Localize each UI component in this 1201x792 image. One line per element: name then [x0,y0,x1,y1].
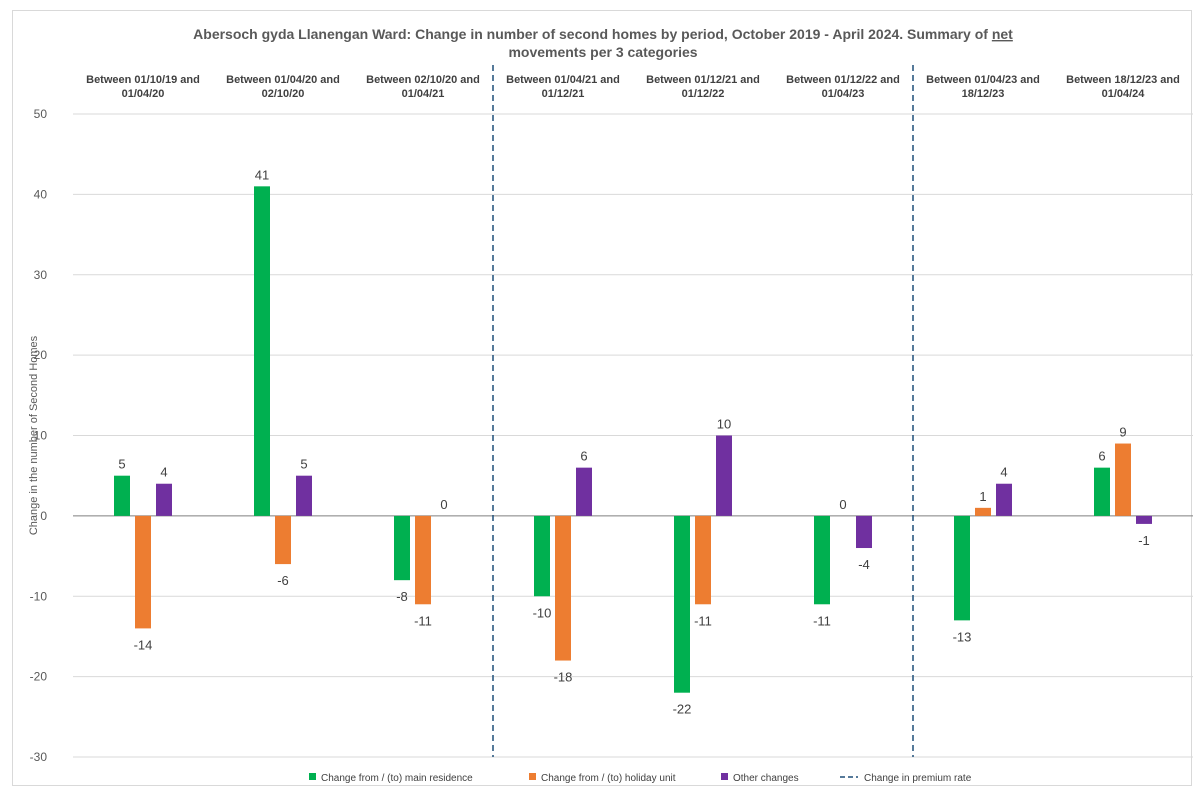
data-label: -11 [694,613,712,628]
y-tick-label: -20 [30,670,48,684]
y-tick-label: 20 [34,348,48,362]
bar [954,515,970,621]
category-label: Between 01/04/23 and [926,74,1040,86]
chart-title: Abersoch gyda Llanengan Ward: Change in … [193,26,1013,42]
bar [576,467,592,516]
bar [254,186,270,516]
category-label: 01/12/22 [682,88,725,100]
data-label: -14 [134,637,153,652]
data-label: -18 [554,670,573,685]
y-tick-label: 0 [40,509,47,523]
legend-label: Change in premium rate [864,773,972,784]
bar [114,475,130,516]
category-label: 01/04/24 [1102,88,1146,100]
y-tick-label: 40 [34,187,48,201]
data-label: -8 [396,589,408,604]
bar [135,515,151,629]
data-label: 1 [979,489,986,504]
legend-swatch [309,773,316,780]
data-label: -10 [533,605,552,620]
data-label: 5 [118,457,125,472]
data-label: 9 [1119,425,1126,440]
bar [296,475,312,516]
data-label: 5 [300,457,307,472]
bar [856,515,872,549]
category-label: 18/12/23 [962,88,1005,100]
legend-label: Other changes [733,773,799,784]
bar [975,507,991,516]
data-label: -13 [953,629,972,644]
category-label: 01/12/21 [542,88,585,100]
bar [695,515,711,605]
data-label: -4 [858,557,870,572]
data-label: 6 [1098,449,1105,464]
category-label: 02/10/20 [262,88,305,100]
bar [996,483,1012,516]
category-label: Between 18/12/23 and [1066,74,1180,86]
data-label: 0 [839,497,846,512]
data-label: 6 [580,449,587,464]
data-label: -11 [414,613,432,628]
y-tick-label: -10 [30,589,48,603]
bar [394,515,410,581]
data-label: 41 [255,167,269,182]
data-label: 0 [440,497,447,512]
bar [1115,443,1131,516]
data-label: -1 [1138,533,1150,548]
y-axis-label: Change in the number of Second Homes [28,335,40,535]
y-tick-label: -30 [30,750,48,764]
bar [674,515,690,693]
bar [555,515,571,661]
data-label: 4 [160,465,167,480]
y-tick-label: 30 [34,268,48,282]
bar [814,515,830,605]
data-label: -6 [277,573,289,588]
y-tick-label: 50 [34,107,48,121]
legend-label: Change from / (to) holiday unit [541,773,676,784]
category-label: Between 01/12/22 and [786,74,900,86]
bar [415,515,431,605]
bar [534,515,550,597]
category-label: Between 01/12/21 and [646,74,760,86]
data-label: -22 [673,702,692,717]
bar [275,515,291,565]
category-label: 01/04/23 [822,88,865,100]
bar [156,483,172,516]
legend-label: Change from / (to) main residence [321,773,473,784]
bar [1094,467,1110,516]
category-label: Between 02/10/20 and [366,74,480,86]
category-label: 01/04/21 [402,88,445,100]
y-tick-label: 10 [34,429,48,443]
chart-title-line2: movements per 3 categories [508,44,697,60]
category-label: Between 01/04/21 and [506,74,620,86]
category-label: Between 01/10/19 and [86,74,200,86]
chart-area: -30 -20 -10 0 10 20 30 40 50 Change in the number… [12,10,1193,786]
category-label: Between 01/04/20 and [226,74,340,86]
legend-swatch [529,773,536,780]
legend-swatch [721,773,728,780]
data-label: 10 [717,417,731,432]
bar [716,435,732,516]
bar [1136,515,1152,524]
category-label: 01/04/20 [122,88,165,100]
data-label: 4 [1000,465,1007,480]
data-label: -11 [813,613,831,628]
